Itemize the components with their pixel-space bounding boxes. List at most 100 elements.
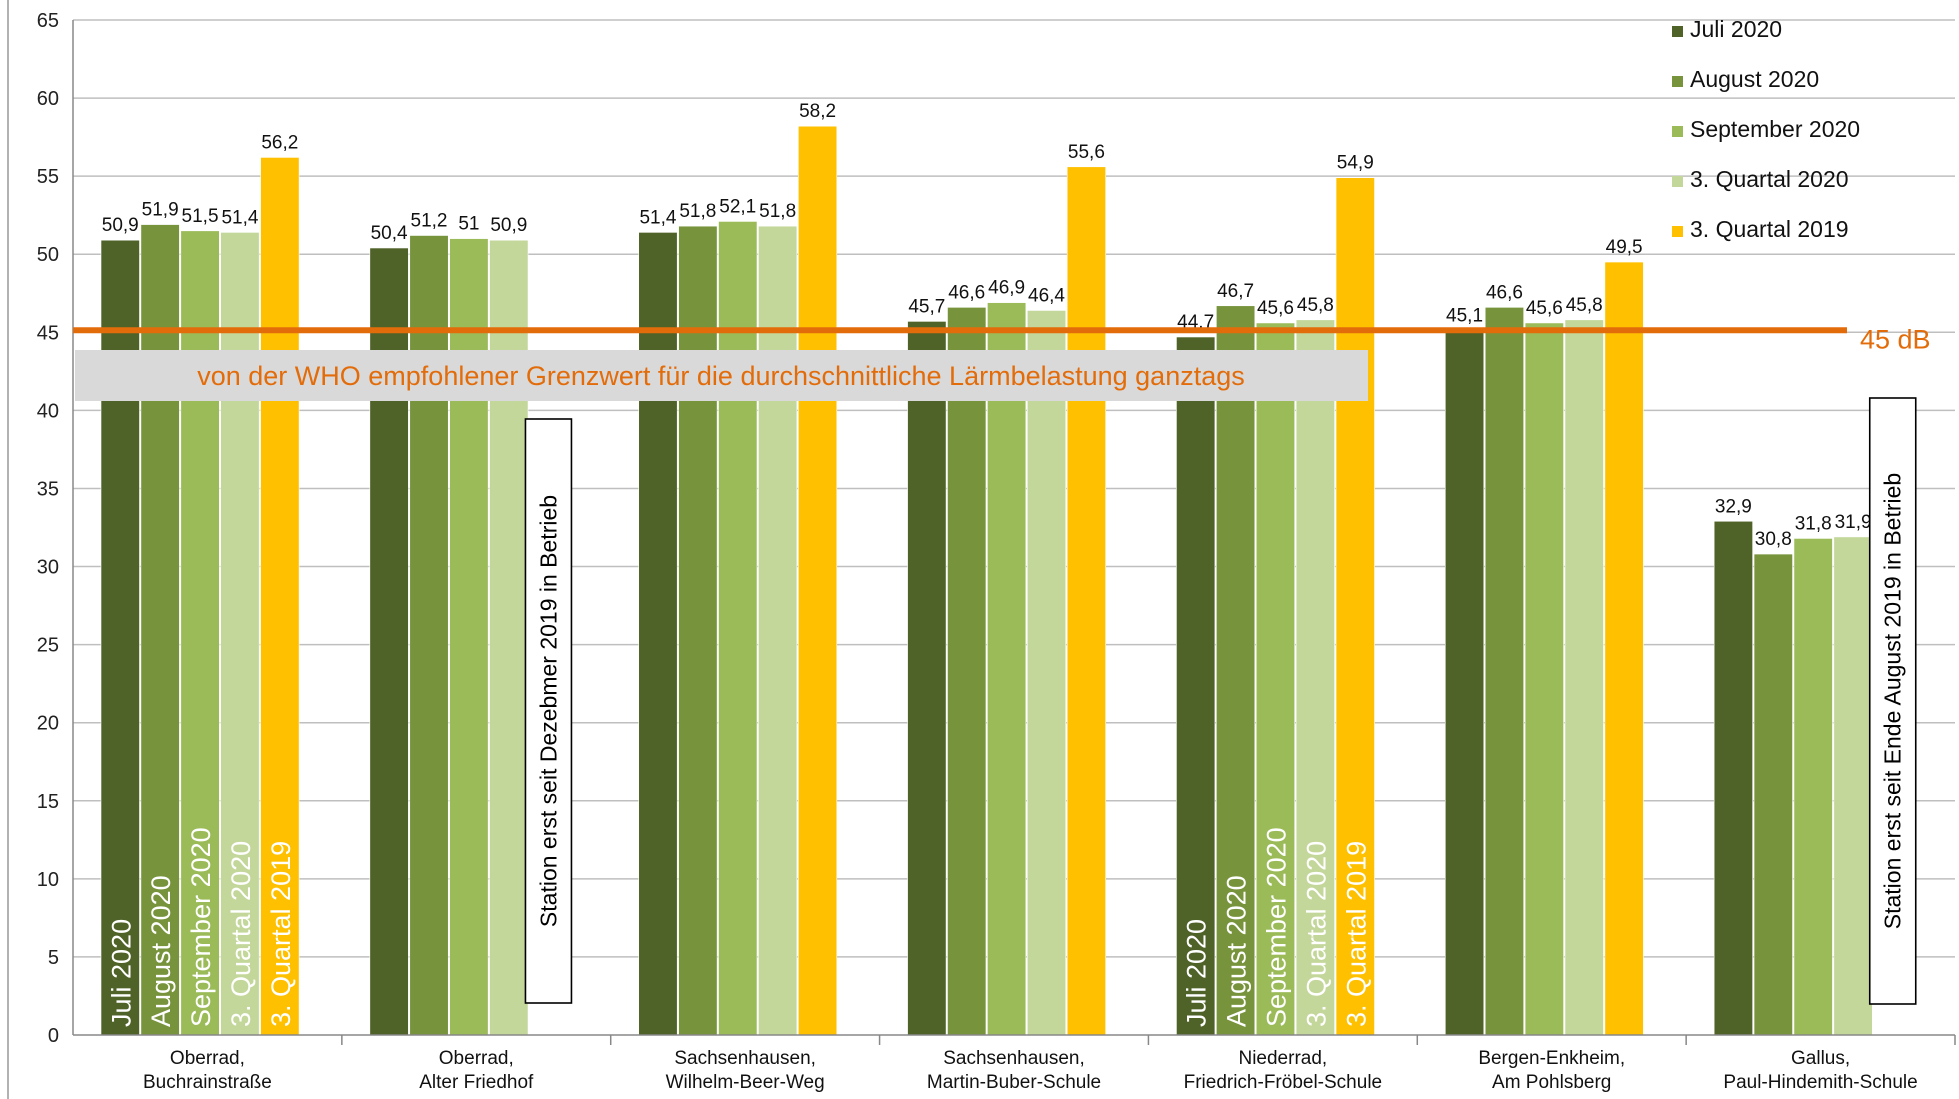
x-category-label: Alter Friedhof [419,1072,534,1093]
x-category-label: Wilhelm-Beer-Weg [666,1072,825,1093]
y-tick-label: 55 [37,166,59,188]
y-tick-label: 30 [37,557,59,579]
data-label: 49,5 [1606,237,1643,258]
data-label: 45,1 [1446,306,1483,327]
x-category-label: Sachsenhausen, [943,1048,1085,1069]
bar [1793,538,1833,1036]
y-tick-label: 0 [48,1025,59,1047]
y-tick-label: 5 [48,947,59,969]
bar [1295,319,1335,1036]
x-category-label: Gallus, [1791,1048,1850,1069]
y-tick-label: 50 [37,244,59,266]
legend-label: Juli 2020 [1690,16,1782,42]
data-label: 30,8 [1755,529,1792,550]
x-axis: Oberrad, Buchrainstraße Oberrad, Alter Frie… [73,1034,1956,1093]
legend-swatch [1672,26,1683,37]
bar [1833,536,1873,1036]
in-bar-series-label: September 2020 [186,827,216,1027]
data-label: 46,9 [988,278,1025,299]
data-label: 51,2 [411,210,448,231]
data-label: 31,8 [1795,513,1832,534]
bar [798,125,838,1036]
bar [1604,261,1644,1036]
data-label: 51,9 [142,200,179,221]
data-label: 45,7 [908,296,945,317]
x-category-label: Paul-Hindemith-Schule [1723,1072,1917,1093]
data-label: 50,9 [102,215,139,236]
legend-swatch [1672,176,1683,187]
y-tick-label: 45 [37,322,59,344]
who-band-text: von der WHO empfohlener Grenzwert für di… [197,361,1245,391]
in-bar-series-label: September 2020 [1261,827,1291,1027]
bar [947,307,987,1036]
data-label: 32,9 [1715,496,1752,517]
bar [1484,307,1524,1036]
bar [1216,305,1256,1036]
legend-label: 3. Quartal 2020 [1690,166,1849,192]
data-label: 50,4 [371,223,408,244]
y-tick-label: 10 [37,869,59,891]
bar [1753,553,1793,1036]
bar [1564,319,1604,1036]
y-tick-label: 25 [37,635,59,657]
legend-swatch [1672,76,1683,87]
station-note-text: Station erst seit Ende August 2019 in Be… [1880,473,1906,929]
in-bar-series-label: Juli 2020 [1182,919,1212,1027]
in-bar-series-label: August 2020 [146,875,176,1027]
data-label: 51,5 [182,206,219,227]
legend: Juli 2020 August 2020 September 2020 3. Qua… [1672,16,1860,242]
y-tick-label: 15 [37,791,59,813]
reference-line-label: 45 dB [1860,324,1931,354]
legend-label: August 2020 [1690,66,1819,92]
station-note-box [524,418,573,1004]
x-category-label: Bergen-Enkheim, [1478,1048,1625,1069]
data-label: 46,6 [1486,282,1523,303]
y-tick-label: 40 [37,400,59,422]
legend-label: September 2020 [1690,116,1860,142]
data-label: 52,1 [719,196,756,217]
data-label: 51,4 [221,207,258,228]
station-note-box [1868,397,1917,1005]
in-bar-series-label: 3. Quartal 2019 [1341,841,1371,1027]
bar [1026,310,1067,1036]
y-tick-label: 20 [37,713,59,735]
data-label: 58,2 [799,101,836,122]
in-bar-series-label: 3. Quartal 2020 [1301,841,1331,1027]
legend-label: 3. Quartal 2019 [1690,216,1849,242]
bar [718,221,758,1036]
x-category-label: Friedrich-Fröbel-Schule [1184,1072,1383,1093]
y-axis: 0 5 10 15 20 25 30 35 40 45 50 55 60 65 [7,0,74,1099]
in-bar-series-label: 3. Quartal 2019 [266,841,296,1027]
in-bar-series-labels: Juli 2020 August 2020 September 2020 3. Qua… [106,827,1371,1027]
bar [1444,330,1485,1036]
data-label: 55,6 [1068,142,1105,163]
data-label: 51,8 [759,201,796,222]
bar [678,225,718,1036]
data-label: 56,2 [261,132,298,153]
legend-swatch [1672,126,1683,137]
data-label: 45,6 [1526,298,1563,319]
data-label: 51 [458,214,479,235]
in-bar-series-label: Juli 2020 [106,919,136,1027]
data-label: 45,6 [1257,298,1294,319]
bar [907,321,947,1036]
data-label: 46,6 [948,282,985,303]
bar [260,157,300,1036]
bar [1335,177,1375,1036]
x-category-label: Am Pohlsberg [1492,1072,1611,1093]
data-label: 51,4 [639,207,676,228]
data-label: 46,7 [1217,281,1254,302]
y-tick-label: 35 [37,478,59,500]
bar [1713,520,1753,1036]
data-label: 45,8 [1566,295,1603,316]
data-label: 51,8 [679,201,716,222]
bar [1524,322,1564,1036]
y-tick-label: 60 [37,88,59,110]
bar [1066,166,1106,1036]
bar [758,225,798,1036]
data-label: 46,4 [1028,285,1065,306]
who-band [75,350,1368,401]
station-notes: Station erst seit Dezebmer 2019 in Betri… [524,397,1917,1005]
bar [987,302,1027,1036]
